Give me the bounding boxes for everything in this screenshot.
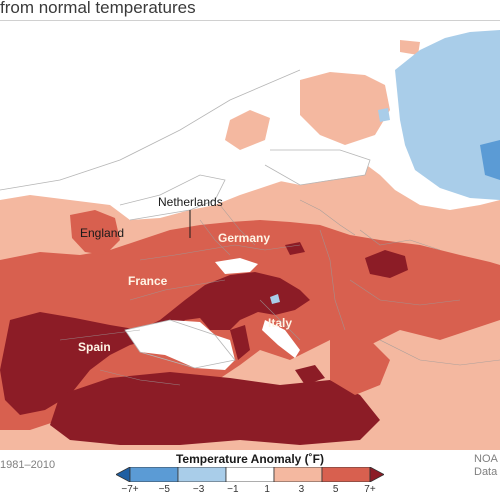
legend-swatch — [225, 467, 275, 482]
legend-colorbar — [116, 467, 384, 482]
anomaly-region-north-africa-light — [330, 330, 390, 395]
legend-tick-label: 7+ — [364, 484, 376, 495]
coastlines — [0, 69, 371, 369]
legend-title: Temperature Anomaly (˚F) — [175, 452, 325, 466]
anomaly-region-england-medium — [70, 210, 120, 255]
legend-swatch — [321, 467, 371, 482]
anomaly-region-strong-warm — [0, 272, 310, 415]
legend-swatch — [177, 467, 227, 482]
legend-tick-label: 1 — [264, 484, 270, 495]
legend-swatch-coldest — [116, 467, 131, 482]
anomaly-region-cool — [395, 30, 500, 200]
legend-swatch — [273, 467, 323, 482]
baseline-period: 1981–2010 — [0, 459, 56, 471]
figure-title: from normal temperatures — [0, 0, 196, 17]
north-sea — [120, 170, 225, 220]
legend-tick-label: −1 — [227, 484, 239, 495]
legend-swatch — [129, 467, 179, 482]
label-france: France — [128, 274, 168, 288]
legend-tick-label: 3 — [298, 484, 305, 495]
adriatic-sea — [262, 320, 300, 358]
label-england: England — [80, 226, 124, 240]
legend-tick-label: −3 — [192, 484, 205, 495]
anomaly-region-baltic-cool — [378, 108, 390, 122]
legend-swatch-warmest — [369, 467, 384, 482]
country-borders — [59, 199, 500, 386]
anomaly-region-southern-italy — [230, 325, 250, 360]
baltic-sea — [265, 145, 370, 185]
label-spain: Spain — [78, 340, 111, 354]
legend-tick-label: 5 — [332, 484, 339, 495]
legend-tick-label: −5 — [158, 484, 170, 495]
title-divider — [0, 20, 500, 21]
atlantic-north — [0, 22, 300, 190]
lake-blue — [270, 294, 280, 304]
anomaly-region-north-russia-warm — [400, 40, 420, 55]
anomaly-region-cold-core — [480, 140, 500, 180]
credit-line-data: Data — [474, 466, 498, 478]
label-netherlands: Netherlands — [158, 195, 223, 209]
label-italy: Italy — [268, 316, 292, 330]
anomaly-region-norway-warm — [225, 110, 270, 150]
legend-tick-label: −7+ — [121, 484, 139, 495]
label-germany: Germany — [218, 231, 270, 245]
credit-line-noaa: NOA — [474, 453, 498, 465]
legend-ticks: −7+ −5 −3 −1 1 3 5 7+ — [0, 484, 500, 498]
data-credit: NOA Data — [474, 453, 498, 479]
anomaly-map: Netherlands England Germany France Italy… — [0, 22, 500, 450]
anomaly-region-scandinavia-warm — [300, 72, 390, 145]
anomaly-region-hotspot-east — [365, 250, 408, 278]
anomaly-region-north-africa — [50, 372, 380, 445]
alps-white — [215, 258, 258, 274]
anomaly-region-hotspot-balkans — [295, 365, 325, 385]
